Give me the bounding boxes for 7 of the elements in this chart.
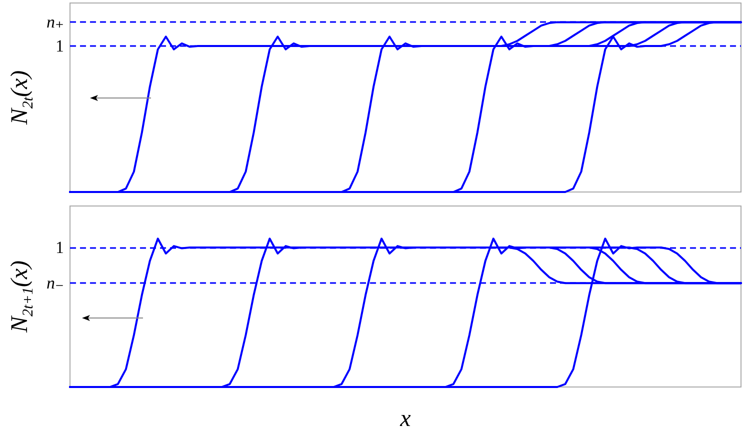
ref-line-label: n₋ (46, 274, 64, 293)
ref-line-label: n₊ (46, 12, 64, 32)
ref-line-label: 1 (56, 36, 64, 56)
y-axis-title: N2t(x) (7, 70, 36, 126)
x-axis-title: x (399, 406, 412, 432)
ref-line-label: 1 (56, 238, 64, 258)
y-axis-title: N2t+1(x) (7, 260, 36, 334)
